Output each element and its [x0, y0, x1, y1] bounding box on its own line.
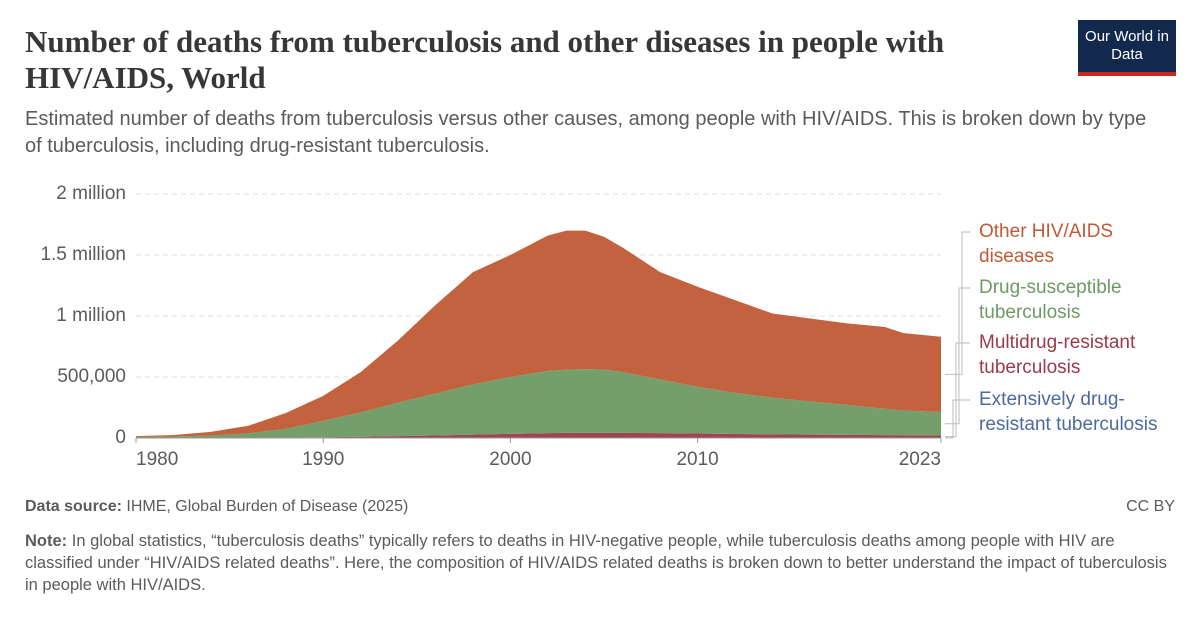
- legend-label: Multidrug-resistant tuberculosis: [979, 332, 1136, 378]
- y-tick-label: 1.5 million: [40, 244, 126, 265]
- license[interactable]: CC BY: [1126, 498, 1175, 515]
- note: Note: In global statistics, “tuberculosi…: [25, 530, 1175, 596]
- area: [136, 369, 941, 438]
- y-tick-label: 2 million: [56, 183, 126, 204]
- y-tick-label: 1 million: [56, 305, 126, 326]
- x-tick-label: 2010: [676, 449, 718, 470]
- note-text: In global statistics, “tuberculosis deat…: [25, 532, 1167, 594]
- y-tick-label: 500,000: [57, 366, 126, 387]
- area: [136, 230, 941, 438]
- x-tick-label: 2023: [899, 449, 941, 470]
- legend-label: Other HIV/AIDS diseases: [979, 221, 1114, 267]
- legend-label: Extensively drug-resistant tuberculosis: [979, 389, 1158, 435]
- y-tick-label: 0: [115, 427, 126, 448]
- x-tick-label: 1990: [302, 449, 344, 470]
- source-text: IHME, Global Burden of Disease (2025): [126, 498, 409, 515]
- legend-connector: [945, 287, 970, 425]
- source: Data source: IHME, Global Burden of Dise…: [25, 498, 408, 516]
- chart-title: Number of deaths from tuberculosis and o…: [25, 24, 945, 95]
- legend-connector: [945, 231, 970, 375]
- x-tick-label: 1980: [136, 449, 178, 470]
- x-tick-label: 2000: [489, 449, 531, 470]
- chart-subtitle: Estimated number of deaths from tubercul…: [25, 108, 1147, 157]
- source-label: Data source:: [25, 498, 122, 515]
- area: [136, 432, 941, 438]
- legend-connector: [945, 399, 970, 439]
- legend-connector: [945, 342, 970, 438]
- note-label: Note:: [25, 532, 68, 550]
- legend-label: Drug-susceptible tuberculosis: [979, 277, 1122, 323]
- logo[interactable]: Our World in Data: [1078, 20, 1176, 76]
